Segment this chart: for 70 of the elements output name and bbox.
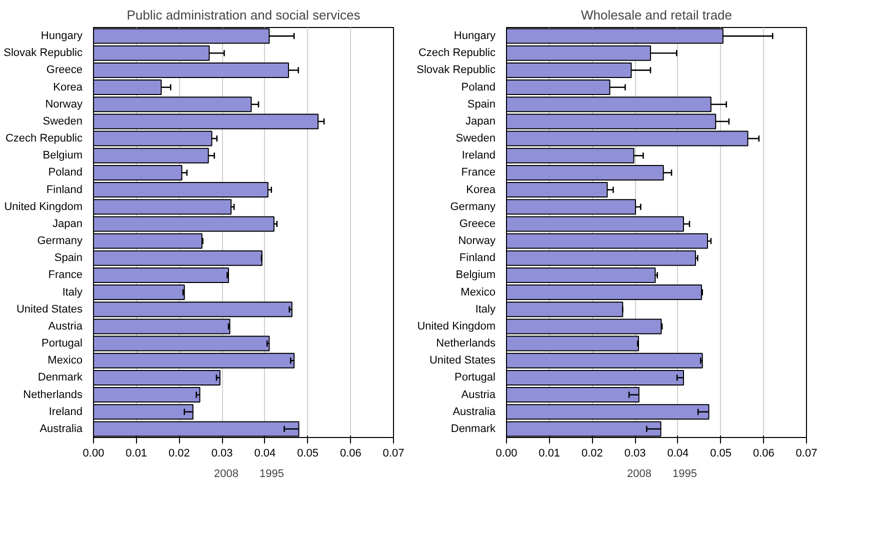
y-tick-label: Mexico <box>460 286 496 298</box>
y-tick-label: France <box>48 269 83 282</box>
y-tick-label: Spain <box>54 252 83 264</box>
y-tick-label: United States <box>429 354 496 367</box>
y-tick-label: Spain <box>467 98 496 110</box>
x-tick-label: 0.05 <box>297 448 319 460</box>
y-tick-label: Finland <box>459 252 496 264</box>
text: 2008 <box>627 468 652 480</box>
y-tick-label: United Kingdom <box>417 320 496 332</box>
y-tick-label: Poland <box>461 81 496 94</box>
y-tick-label: Mexico <box>48 354 82 367</box>
y-tick-label: Finland <box>46 184 82 196</box>
y-tick-label: Greece <box>459 218 496 230</box>
y-tick-label: Italy <box>475 303 496 316</box>
y-tick-label: Norway <box>458 235 496 248</box>
text: 2008 <box>214 468 238 480</box>
chart-title: Wholesale and retail trade <box>580 8 732 22</box>
text: 1995 <box>260 468 284 480</box>
x-tick-label: 0.03 <box>211 448 233 460</box>
x-tick-label: 0.04 <box>667 448 689 460</box>
y-tick-label: Sweden <box>42 115 83 128</box>
y-tick-label: Denmark <box>450 422 496 435</box>
y-tick-label: Japan <box>466 115 496 128</box>
y-tick-label: Portugal <box>42 338 83 350</box>
x-tick-label: 0.00 <box>82 448 104 460</box>
x-tick-label: 0.06 <box>340 448 362 460</box>
y-tick-label: Hungary <box>40 30 83 42</box>
y-tick-label: Austria <box>48 320 84 332</box>
y-tick-label: France <box>461 166 496 179</box>
y-tick-label: Norway <box>45 98 83 110</box>
y-tick-label: Australia <box>40 422 84 435</box>
x-tick-label: 0.06 <box>752 448 774 460</box>
y-tick-label: Japan <box>52 218 83 230</box>
y-tick-label: Czech Republic <box>5 132 83 145</box>
x-tick-label: 0.02 <box>582 448 603 460</box>
x-tick-label: 0.07 <box>796 448 818 460</box>
y-tick-label: Korea <box>466 184 496 196</box>
x-tick-label: 0.01 <box>538 448 560 460</box>
y-tick-label: Germany <box>37 235 83 248</box>
chart-title: Public administration and social services <box>126 8 361 22</box>
y-tick-label: Korea <box>53 81 84 94</box>
y-tick-label: Hungary <box>454 30 496 42</box>
y-tick-label: United States <box>16 303 83 316</box>
x-tick-label: 0.01 <box>126 448 148 460</box>
y-tick-label: Netherlands <box>436 338 496 350</box>
y-tick-label: Germany <box>450 200 496 213</box>
text: 1995 <box>672 468 697 480</box>
y-tick-label: Belgium <box>456 269 496 282</box>
y-tick-label: Portugal <box>454 372 496 384</box>
x-tick-label: 0.03 <box>624 448 646 460</box>
y-tick-label: Denmark <box>38 372 83 384</box>
x-tick-label: 0.02 <box>168 448 190 460</box>
y-tick-label: Slovak Republic <box>4 47 83 60</box>
y-tick-label: Sweden <box>456 132 496 145</box>
y-tick-label: Czech Republic <box>418 47 496 60</box>
y-tick-label: United Kingdom <box>4 200 83 213</box>
y-tick-label: Belgium <box>42 150 83 162</box>
y-tick-label: Austria <box>461 388 496 401</box>
y-tick-label: Australia <box>452 406 496 418</box>
y-tick-label: Greece <box>46 64 83 76</box>
x-tick-label: 0.04 <box>254 448 276 460</box>
x-tick-label: 0.05 <box>710 448 732 460</box>
x-tick-label: 0.07 <box>382 448 404 460</box>
x-tick-label: 0.00 <box>496 448 518 460</box>
y-tick-label: Netherlands <box>23 388 83 401</box>
y-tick-label: Ireland <box>48 406 83 418</box>
y-tick-label: Poland <box>48 166 83 179</box>
y-tick-label: Italy <box>62 286 83 298</box>
y-tick-label: Ireland <box>462 150 496 162</box>
y-tick-label: Slovak Republic <box>416 64 496 76</box>
